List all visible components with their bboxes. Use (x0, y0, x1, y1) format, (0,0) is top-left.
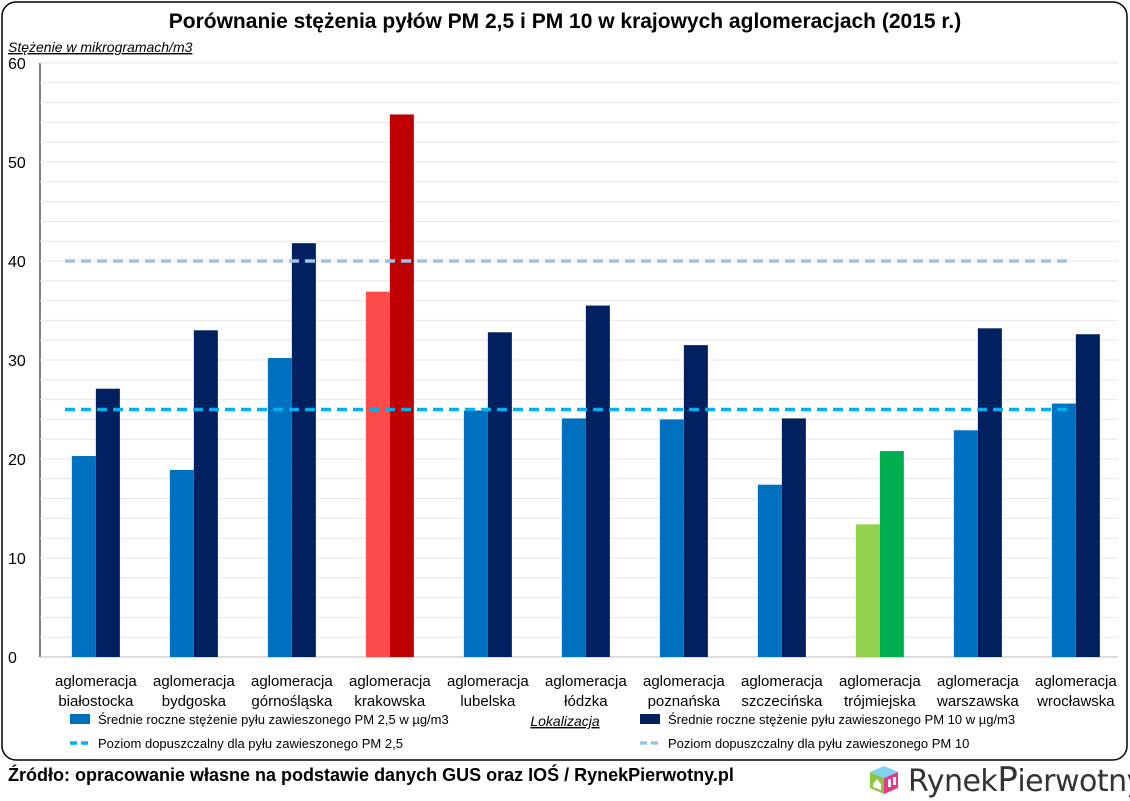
x-tick-label: bydgoska (162, 693, 227, 710)
x-tick-label: trójmiejska (844, 693, 916, 710)
bar-pm10-bydgoska (193, 330, 218, 657)
y-tick-label: 40 (8, 254, 26, 271)
bar-pm10-warszawska (977, 328, 1002, 657)
x-tick-label: górnośląska (251, 693, 333, 710)
bar-pm10-łódzka (585, 305, 610, 657)
x-tick-label: białostocka (58, 693, 134, 710)
legend-label: Średnie roczne stężenie pyłu zawieszoneg… (98, 712, 449, 727)
x-tick-label: łódzka (564, 693, 608, 710)
legend-swatch (640, 714, 660, 724)
bar-pm10-górnośląska (291, 243, 316, 657)
x-tick-label: aglomeracja (741, 673, 823, 690)
x-tick-label: warszawska (936, 693, 1019, 710)
logo-text: RynekPierwotny (908, 760, 1130, 800)
x-tick-label: krakowska (354, 693, 426, 710)
x-tick-label: aglomeracja (447, 673, 529, 690)
house-cube-icon (870, 766, 898, 794)
y-tick-label: 30 (8, 353, 26, 370)
y-axis-title: Stężenie w mikrogramach/m3 (8, 39, 193, 55)
bar-pm25-łódzka (561, 418, 586, 657)
x-tick-label: wrocławska (1036, 693, 1115, 710)
x-tick-label: aglomeracja (349, 673, 431, 690)
bar-pm25-krakowska (365, 291, 390, 657)
bar-pm25-warszawska (953, 430, 978, 657)
bar-pm10-krakowska (389, 114, 414, 658)
source-note: Źródło: opracowanie własne na podstawie … (8, 765, 734, 785)
y-tick-label: 20 (8, 452, 26, 469)
bar-pm25-poznańska (659, 419, 684, 657)
x-tick-label: lubelska (460, 693, 516, 710)
logo: RynekPierwotny (866, 760, 1130, 800)
bar-pm10-lubelska (487, 332, 512, 657)
x-tick-label: aglomeracja (55, 673, 137, 690)
legend-label: Poziom dopuszczalny dla pyłu zawieszoneg… (668, 736, 969, 751)
x-tick-label: aglomeracja (545, 673, 627, 690)
x-tick-label: aglomeracja (1035, 673, 1117, 690)
x-tick-label: aglomeracja (643, 673, 725, 690)
y-tick-label: 10 (8, 551, 26, 568)
y-tick-label: 50 (8, 155, 26, 172)
x-tick-label: aglomeracja (153, 673, 235, 690)
x-tick-label: szczecińska (741, 693, 823, 710)
x-tick-label: aglomeracja (937, 673, 1019, 690)
bar-pm25-górnośląska (267, 358, 292, 657)
bar-pm10-szczecińska (781, 418, 806, 657)
y-tick-label: 0 (8, 650, 17, 667)
legend-swatch (70, 714, 90, 724)
bar-pm10-białostocka (95, 388, 120, 657)
bar-pm10-wrocławska (1075, 334, 1100, 657)
bar-pm25-trójmiejska (855, 524, 880, 657)
bar-pm25-szczecińska (757, 484, 782, 657)
bar-chart: Porównanie stężenia pyłów PM 2,5 i PM 10… (1, 1, 1128, 761)
x-axis-title: Lokalizacja (530, 713, 599, 729)
x-tick-label: poznańska (648, 693, 721, 710)
bar-pm25-białostocka (71, 456, 96, 657)
bar-pm10-poznańska (683, 345, 708, 657)
bar-pm25-wrocławska (1051, 403, 1076, 657)
x-tick-label: aglomeracja (251, 673, 333, 690)
bar-pm25-bydgoska (169, 469, 194, 657)
bar-pm25-lubelska (463, 410, 488, 657)
x-tick-label: aglomeracja (839, 673, 921, 690)
bar-pm10-trójmiejska (879, 451, 904, 657)
y-tick-label: 60 (8, 56, 26, 73)
legend-label: Średnie roczne stężenie pyłu zawieszoneg… (668, 712, 1015, 727)
legend-label: Poziom dopuszczalny dla pyłu zawieszoneg… (98, 736, 403, 751)
chart-title: Porównanie stężenia pyłów PM 2,5 i PM 10… (169, 10, 961, 33)
